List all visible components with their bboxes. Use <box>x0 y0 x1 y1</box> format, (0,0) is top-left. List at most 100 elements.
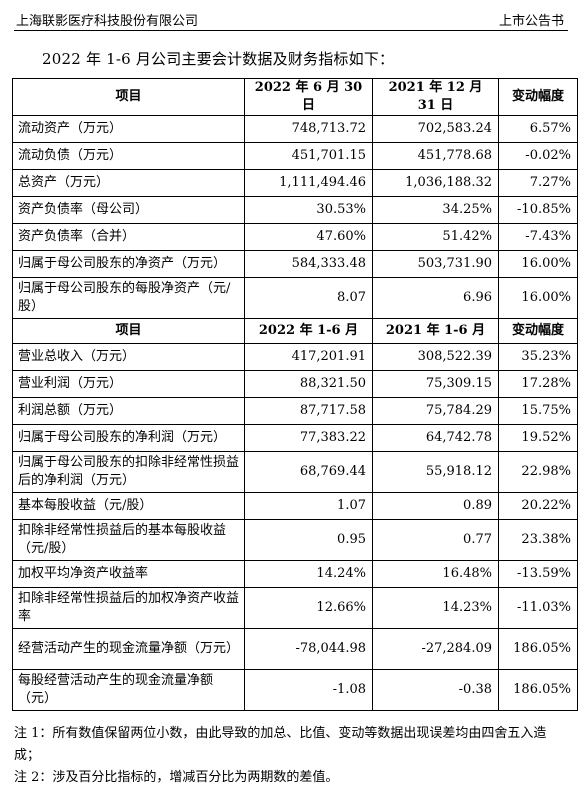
table-cell: 17.28% <box>498 370 578 398</box>
table-cell: 51.42% <box>372 223 499 251</box>
table-cell: 451,701.15 <box>244 142 373 170</box>
table-cell: 1,111,494.46 <box>244 169 373 197</box>
company-name: 上海联影医疗科技股份有限公司 <box>16 14 199 29</box>
table-cell: 186.05% <box>498 669 578 711</box>
table-row: 归属于母公司股东的每股净资产（元/股） 8.07 6.96 16.00% <box>12 277 578 319</box>
row-label: 流动资产（万元） <box>12 115 245 143</box>
row-label: 资产负债率（合并） <box>12 223 245 251</box>
table-row: 流动负债（万元） 451,701.15 451,778.68 -0.02% <box>12 142 578 170</box>
table-row: 资产负债率（母公司） 30.53% 34.25% -10.85% <box>12 196 578 224</box>
table-cell: 68,769.44 <box>244 451 373 493</box>
table-cell: -7.43% <box>498 223 578 251</box>
table-cell: 30.53% <box>244 196 373 224</box>
table1-header-row: 项目 2022 年 6 月 30 日 2021 年 12 月 31 日变动幅度 <box>12 78 578 116</box>
table-cell: 16.00% <box>498 277 578 319</box>
row-label: 归属于母公司股东的净资产（万元） <box>12 250 245 278</box>
table-row: 资产负债率（合并） 47.60% 51.42% -7.43% <box>12 223 578 251</box>
table-row: 利润总额（万元） 87,717.58 75,784.29 15.75% <box>12 397 578 425</box>
column-header: 项目 <box>12 78 245 116</box>
table-cell: -1.08 <box>244 669 373 711</box>
page-header: 上海联影医疗科技股份有限公司 上市公告书 <box>14 8 568 31</box>
row-label: 总资产（万元） <box>12 169 245 197</box>
table-row: 归属于母公司股东的净利润（万元） 77,383.22 64,742.78 19.52% <box>12 424 578 452</box>
table-row: 总资产（万元） 1,111,494.46 1,036,188.32 7.27% <box>12 169 578 197</box>
column-header: 2021 年 1-6 月 <box>372 318 499 344</box>
table-cell: 748,713.72 <box>244 115 373 143</box>
table-cell: 702,583.24 <box>372 115 499 143</box>
table-cell: 584,333.48 <box>244 250 373 278</box>
row-label: 基本每股收益（元/股） <box>12 492 245 520</box>
document-type: 上市公告书 <box>498 14 564 29</box>
table-cell: 75,784.29 <box>372 397 499 425</box>
table-cell: 1,036,188.32 <box>372 169 499 197</box>
table-row: 营业总收入（万元） 417,201.91 308,522.39 35.23% <box>12 343 578 371</box>
row-label: 归属于母公司股东的扣除非经常性损益后的净利润（万元） <box>12 451 245 493</box>
table-cell: 77,383.22 <box>244 424 373 452</box>
table-row: 扣除非经常性损益后的加权净资产收益率 12.66% 14.23% -11.03% <box>12 587 578 629</box>
note-2: 注 2：涉及百分比指标的，增减百分比为两期数的差值。 <box>14 770 339 785</box>
row-label: 扣除非经常性损益后的基本每股收益（元/股） <box>12 519 245 561</box>
table-cell: 0.77 <box>372 519 499 561</box>
table-cell: 0.89 <box>372 492 499 520</box>
note-1: 注 1：所有数值保留两位小数，由此导致的加总、比值、变动等数据出现误差均由四舍五… <box>14 726 547 763</box>
table-cell: 22.98% <box>498 451 578 493</box>
row-label: 营业总收入（万元） <box>12 343 245 371</box>
row-label: 资产负债率（母公司） <box>12 196 245 224</box>
column-header: 项目 <box>12 318 245 344</box>
table-cell: 64,742.78 <box>372 424 499 452</box>
table-cell: 15.75% <box>498 397 578 425</box>
table-row: 归属于母公司股东的扣除非经常性损益后的净利润（万元） 68,769.44 55,91… <box>12 451 578 493</box>
table-cell: 20.22% <box>498 492 578 520</box>
row-label: 扣除非经常性损益后的加权净资产收益率 <box>12 587 245 629</box>
column-header: 2021 年 12 月 31 日 <box>372 78 499 116</box>
table-row: 经营活动产生的现金流量净额（万元） -78,044.98 -27,284.09 186… <box>12 628 578 670</box>
row-label: 流动负债（万元） <box>12 142 245 170</box>
table-row: 扣除非经常性损益后的基本每股收益（元/股） 0.95 0.77 23.38% <box>12 519 578 561</box>
table-cell: 503,731.90 <box>372 250 499 278</box>
table-cell: -0.02% <box>498 142 578 170</box>
table-row: 加权平均净资产收益率 14.24% 16.48% -13.59% <box>12 560 578 588</box>
table-cell: 7.27% <box>498 169 578 197</box>
table-row: 基本每股收益（元/股） 1.07 0.89 20.22% <box>12 492 578 520</box>
table-cell: 451,778.68 <box>372 142 499 170</box>
table-cell: -10.85% <box>498 196 578 224</box>
column-header: 变动幅度 <box>498 318 578 344</box>
table-cell: 16.48% <box>372 560 499 588</box>
table-row: 归属于母公司股东的净资产（万元） 584,333.48 503,731.90 16.0… <box>12 250 578 278</box>
table-cell: 35.23% <box>498 343 578 371</box>
table-row: 营业利润（万元） 88,321.50 75,309.15 17.28% <box>12 370 578 398</box>
table-row: 流动资产（万元） 748,713.72 702,583.24 6.57% <box>12 115 578 143</box>
table-cell: 55,918.12 <box>372 451 499 493</box>
table-cell: -13.59% <box>498 560 578 588</box>
table-cell: 75,309.15 <box>372 370 499 398</box>
row-label: 每股经营活动产生的现金流量净额（元） <box>12 669 245 711</box>
table-cell: 14.24% <box>244 560 373 588</box>
table-cell: 47.60% <box>244 223 373 251</box>
column-header: 变动幅度 <box>498 78 578 116</box>
table-cell: 186.05% <box>498 628 578 670</box>
table-cell: 87,717.58 <box>244 397 373 425</box>
row-label: 加权平均净资产收益率 <box>12 560 245 588</box>
intro-text: 2022 年 1-6 月公司主要会计数据及财务指标如下： <box>42 50 395 68</box>
table-cell: 6.96 <box>372 277 499 319</box>
table-cell: -0.38 <box>372 669 499 711</box>
notes: 注 1：所有数值保留两位小数，由此导致的加总、比值、变动等数据出现误差均由四舍五… <box>14 723 570 789</box>
table-cell: 14.23% <box>372 587 499 629</box>
table-cell: -78,044.98 <box>244 628 373 670</box>
table-cell: 88,321.50 <box>244 370 373 398</box>
table-cell: 12.66% <box>244 587 373 629</box>
row-label: 归属于母公司股东的净利润（万元） <box>12 424 245 452</box>
table-cell: 6.57% <box>498 115 578 143</box>
financial-data-table: 项目 2022 年 6 月 30 日 2021 年 12 月 31 日变动幅度 流动资… <box>12 78 578 711</box>
table-cell: 23.38% <box>498 519 578 561</box>
table-cell: -27,284.09 <box>372 628 499 670</box>
table-cell: 8.07 <box>244 277 373 319</box>
table-cell: 0.95 <box>244 519 373 561</box>
table-cell: 1.07 <box>244 492 373 520</box>
table-cell: -11.03% <box>498 587 578 629</box>
table-cell: 308,522.39 <box>372 343 499 371</box>
column-header: 2022 年 6 月 30 日 <box>244 78 373 116</box>
table-cell: 19.52% <box>498 424 578 452</box>
row-label: 归属于母公司股东的每股净资产（元/股） <box>12 277 245 319</box>
table-cell: 16.00% <box>498 250 578 278</box>
